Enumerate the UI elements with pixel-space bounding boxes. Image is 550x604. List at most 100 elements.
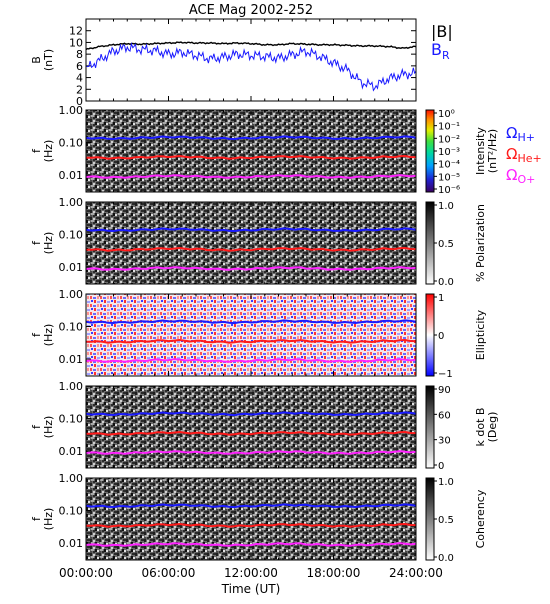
- y-tick-label: 0.10: [59, 413, 84, 426]
- x-axis-label: Time (UT): [221, 582, 281, 596]
- panel-4-colorbar: [425, 293, 435, 377]
- colorbar-tick-label: 1.0: [438, 201, 454, 212]
- panel-3-cyclotron-line-O+: [85, 266, 417, 271]
- y-tick-label: 1.00: [59, 196, 84, 209]
- panel-2-cyclotron-line-He+: [86, 154, 417, 160]
- panel-6-colorbar: [425, 477, 435, 561]
- panel-4: f (Hz) 1.00 0.10 0.01 1 0 −1 Ellipticity: [30, 288, 487, 380]
- legend-omega-H+: ΩH+: [506, 124, 535, 144]
- panel-5-cyclotron-line-H+: [85, 411, 417, 417]
- panel-2-cyclotron-line-H+: [85, 135, 417, 141]
- colorbar-tick-label: 10⁻⁴: [438, 160, 460, 171]
- colorbar-tick-label: 0.5: [438, 515, 454, 526]
- y-tick-label: 0.01: [59, 445, 84, 458]
- panel-1-ylabel-0: B: [30, 56, 43, 64]
- panel-5-colorbar: [425, 385, 435, 469]
- colorbar-tick-label: 10⁻⁶: [438, 185, 460, 196]
- panel-6-colorbar-label-0: Coherency: [474, 489, 487, 548]
- panel-2: f (Hz) 1.00 0.10 0.01 10⁰ 10⁻¹10⁻² 10⁻³ 10⁻⁴10⁻⁵…: [30, 104, 542, 196]
- panel-5-ylabel-0: f: [30, 424, 43, 429]
- y-tick-label: 2: [76, 83, 83, 96]
- y-tick-label: 0.10: [59, 321, 84, 334]
- panel-3-colorbar: [425, 201, 435, 285]
- panel-3-ylabel-0: f: [30, 240, 43, 245]
- panel-5-cyclotron-line-O+: [85, 450, 417, 455]
- chart-title: ACE Mag 2002-252: [189, 3, 313, 18]
- y-tick-label: 0: [76, 95, 83, 108]
- colorbar-tick-label: 1: [438, 293, 444, 304]
- panel-2-colorbar: [425, 109, 435, 193]
- panel-5-ylabel-1: (Hz): [42, 416, 55, 439]
- legend-omega-sub-He+: He+: [517, 152, 541, 165]
- panel-3-colorbar-label-0: % Polarization: [474, 204, 487, 282]
- x-tick-label: 18:00:00: [307, 566, 361, 580]
- x-axis: Time (UT) 00:00:00 06:00:00 12:00:00 18:00:…: [59, 566, 443, 596]
- colorbar-tick-label: 0.0: [438, 553, 454, 564]
- colorbar-tick-label: −1: [438, 369, 453, 380]
- legend-omega-sub-O+: O+: [517, 173, 535, 186]
- panel-6-ylabel-0: f: [30, 516, 43, 521]
- colorbar-tick-label: 90: [438, 385, 451, 396]
- panel-4-colorbar-label-0: Ellipticity: [474, 309, 487, 360]
- colorbar-tick-label: 30: [438, 436, 451, 447]
- legend-omega-He+: ΩHe+: [506, 145, 542, 165]
- colorbar-tick-label: 0: [438, 331, 444, 342]
- y-tick-label: 1.00: [59, 104, 84, 117]
- panel-1-ylabel-1: (nT): [42, 49, 55, 71]
- colorbar-tick-label: 10⁰: [438, 109, 455, 120]
- series-br-line: [85, 42, 417, 92]
- y-tick-label: 1.00: [59, 288, 84, 301]
- panel-2-ylabel-1: (Hz): [42, 140, 55, 163]
- panel-6-ylabel-1: (Hz): [42, 508, 55, 531]
- panel-2-ylabel-0: f: [30, 148, 43, 153]
- panel-5-colorbar-label-0: k dot B: [474, 408, 487, 447]
- panel-3-heatmap: [86, 202, 416, 284]
- x-tick-label: 00:00:00: [59, 566, 113, 580]
- y-tick-label: 4: [76, 72, 83, 85]
- y-tick-label: 0.10: [59, 505, 84, 518]
- y-tick-label: 1.00: [59, 472, 84, 485]
- y-tick-label: 0.10: [59, 229, 84, 242]
- y-tick-label: 12: [69, 25, 83, 38]
- panel-5-heatmap: [86, 386, 416, 468]
- y-tick-label: 6: [76, 60, 83, 73]
- panel-4-ylabel-1: (Hz): [42, 324, 55, 347]
- colorbar-tick-label: 10⁻²: [438, 134, 460, 145]
- colorbar-tick-label: 0.0: [438, 277, 454, 288]
- panel-2-colorbar-label-0: Intensity: [474, 127, 487, 175]
- y-tick-label: 0.01: [59, 261, 84, 274]
- panel-6-cyclotron-line-H+: [85, 503, 417, 509]
- panel-4-cyclotron-line-O+: [85, 358, 417, 363]
- y-tick-label: 0.01: [59, 353, 84, 366]
- panel-6-heatmap: [86, 478, 416, 560]
- panel-3: f (Hz) 1.00 0.10 0.01 1.0 0.5 0.0 % Polarization: [30, 196, 487, 288]
- colorbar-tick-label: 10⁻¹: [438, 122, 460, 133]
- y-tick-label: 1.00: [59, 380, 84, 393]
- panel-5: f (Hz) 1.00 0.10 0.01 90 60 30 0 k dot B (Deg): [30, 380, 499, 472]
- panel-6: f (Hz) 1.00 0.10 0.01 1.0 0.5 0.0 Coherency: [30, 472, 487, 564]
- colorbar-tick-label: 10⁻³: [438, 147, 460, 158]
- panel-2-heatmap: [86, 110, 416, 192]
- y-tick-label: 8: [76, 48, 83, 61]
- panel-2-colorbar-label-1: (nT²/Hz): [486, 129, 499, 173]
- colorbar-tick-label: 1.0: [438, 477, 454, 488]
- y-tick-label: 0.01: [59, 537, 84, 550]
- legend-omega-O+: ΩO+: [506, 166, 535, 186]
- x-tick-label: 12:00:00: [224, 566, 278, 580]
- colorbar-tick-label: 0: [438, 461, 444, 472]
- y-tick-label: 0.10: [59, 137, 84, 150]
- panel-3-cyclotron-line-He+: [86, 246, 417, 252]
- panel-4-cyclotron-line-He+: [86, 338, 417, 344]
- colorbar-tick-label: 10⁻⁵: [438, 172, 460, 183]
- panel-6-cyclotron-line-He+: [86, 522, 417, 528]
- panel-5-cyclotron-line-He+: [86, 430, 417, 436]
- legend-label-0: |B|: [431, 22, 453, 41]
- panel-4-ylabel-0: f: [30, 332, 43, 337]
- series-bmag-line: [85, 41, 417, 51]
- legend-omega-sub-H+: H+: [517, 131, 535, 144]
- panel-4-heatmap: [86, 294, 416, 376]
